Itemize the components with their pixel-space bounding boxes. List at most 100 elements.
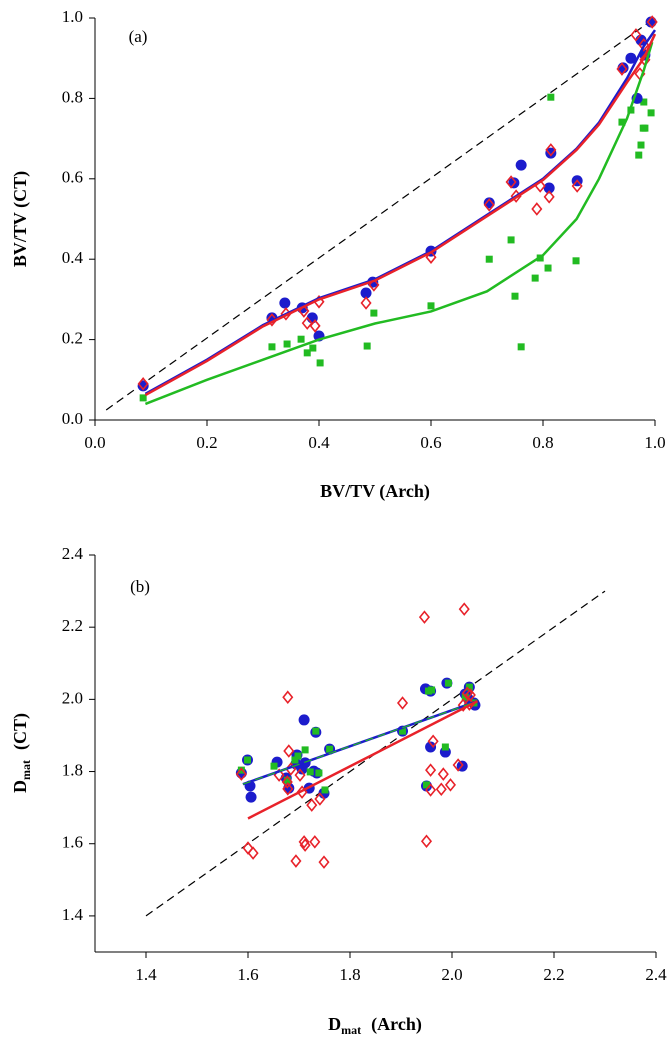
point [309,835,321,849]
axis-title-symbol: D [10,780,30,793]
point [283,340,291,348]
x-tick-label: 2.0 [441,965,462,984]
point [318,855,330,869]
point [360,296,372,310]
point [418,610,430,624]
x-tick-label: 2.2 [543,965,564,984]
point [298,835,310,849]
x-tick-label: 0.8 [532,433,553,452]
point [647,109,655,117]
point [437,767,449,781]
point [641,124,649,132]
point [543,182,555,194]
point [312,727,320,735]
point [237,766,245,774]
fit-line [105,17,656,411]
point [427,302,435,310]
y-tick-label: 0.4 [62,248,84,267]
x-tick-label: 0.6 [420,433,441,452]
panel-label: (a) [129,27,148,46]
point [427,734,439,748]
point [303,349,311,357]
x-tick-label: 1.8 [339,965,360,984]
point [572,257,580,265]
point [508,177,520,189]
point [545,147,557,159]
point [544,264,552,272]
point [616,62,628,76]
point [282,782,294,796]
point [245,791,257,803]
point [315,769,323,777]
fit-line [144,41,654,406]
fit-line [144,29,657,395]
x-tick-label: 1.6 [237,965,258,984]
point [137,380,149,392]
axis-title-subscript: mat [341,1023,361,1037]
fit-line [247,700,479,820]
point [137,377,149,391]
point [326,745,334,753]
y-tick-label: 0.6 [62,168,83,187]
point [301,316,313,330]
point [247,846,259,860]
point [625,52,637,64]
point [505,175,517,189]
point [306,768,314,776]
point [396,696,409,710]
point [531,274,539,282]
y-tick-label: 0.0 [62,409,83,428]
point [517,343,525,351]
x-tick-label: 1.4 [135,965,157,984]
point [425,250,437,264]
point [360,287,372,299]
y-tick-label: 1.8 [62,760,83,779]
x-tick-label: 2.4 [645,965,667,984]
point [363,342,371,350]
point [425,783,437,797]
point [321,786,329,794]
point [306,798,318,812]
point [441,743,449,751]
point [420,834,433,848]
point [243,756,251,764]
point [507,236,515,244]
axis-title-text: (Arch) [371,1014,422,1035]
point [291,756,299,764]
point [543,190,555,204]
y-tick-label: 0.2 [62,329,83,348]
point [635,151,643,159]
point [425,741,437,753]
axis-title-subscript: mat [19,760,33,780]
y-tick-label: 1.0 [62,7,83,26]
y-tick-label: 1.4 [62,905,84,924]
point [281,775,293,789]
axis-title: Dmat (Arch) [328,1014,422,1037]
point [297,335,305,343]
point [571,179,583,193]
point [485,255,493,263]
y-tick-label: 0.8 [62,87,83,106]
point [282,690,294,704]
point [483,198,495,212]
y-tick-label: 2.2 [62,616,83,635]
point [444,778,457,792]
x-tick-label: 0.0 [84,433,105,452]
point [283,776,291,784]
point [646,15,658,29]
axis-title: Dmat (CT) [10,713,33,793]
point [298,714,310,726]
point [428,686,436,694]
point [314,792,326,806]
point [618,118,626,126]
point [423,781,430,789]
point [279,297,291,309]
point [399,727,407,735]
point [630,28,642,42]
point [268,343,276,351]
point [452,758,464,772]
y-tick-label: 2.0 [62,688,83,707]
point [640,98,648,106]
point [458,602,470,616]
